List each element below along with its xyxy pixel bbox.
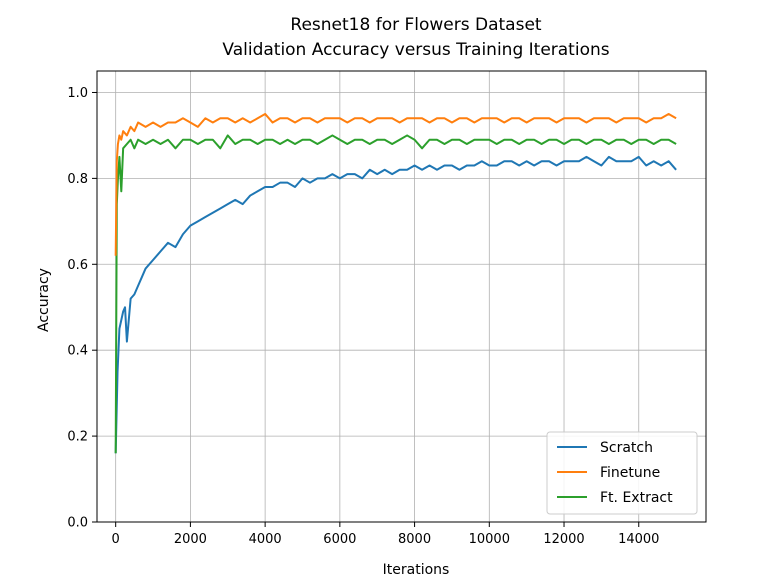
y-tick-label: 0.4: [67, 344, 88, 359]
series-line-scratch: [114, 155, 677, 454]
legend-label-scratch: Scratch: [600, 440, 653, 456]
x-tick-label: 8000: [398, 532, 431, 547]
legend: Scratch Finetune Ft. Extract: [546, 431, 698, 515]
y-tick-label: 0.6: [67, 258, 88, 273]
x-axis-ticks: 0 2000 4000 6000 8000 10000 12000 14000: [112, 522, 659, 547]
y-axis-ticks: 0.0 0.2 0.4 0.6 0.8 1.0: [67, 86, 97, 531]
y-tick-label: 0.8: [67, 172, 88, 187]
x-tick-label: 12000: [543, 532, 584, 547]
x-tick-label: 2000: [174, 532, 207, 547]
y-tick-label: 1.0: [67, 86, 88, 101]
x-tick-label: 14000: [618, 532, 659, 547]
x-tick-label: 4000: [249, 532, 282, 547]
series-line-ft-extract: [114, 134, 677, 454]
legend-box: [546, 431, 698, 515]
series-line-finetune: [114, 112, 677, 256]
series-layer: [114, 112, 677, 454]
legend-label-finetune: Finetune: [600, 465, 660, 481]
x-tick-label: 6000: [323, 532, 356, 547]
y-tick-label: 0.2: [67, 430, 88, 445]
chart-subtitle: Validation Accuracy versus Training Iter…: [222, 40, 609, 60]
x-tick-label: 0: [112, 532, 120, 547]
chart-title: Resnet18 for Flowers Dataset: [290, 15, 541, 35]
y-axis-label: Accuracy: [36, 268, 52, 332]
y-tick-label: 0.0: [67, 516, 88, 531]
plot-frame: [96, 70, 707, 523]
legend-label-ft-extract: Ft. Extract: [600, 490, 673, 506]
x-tick-label: 10000: [469, 532, 510, 547]
x-axis-label: Iterations: [383, 562, 450, 578]
